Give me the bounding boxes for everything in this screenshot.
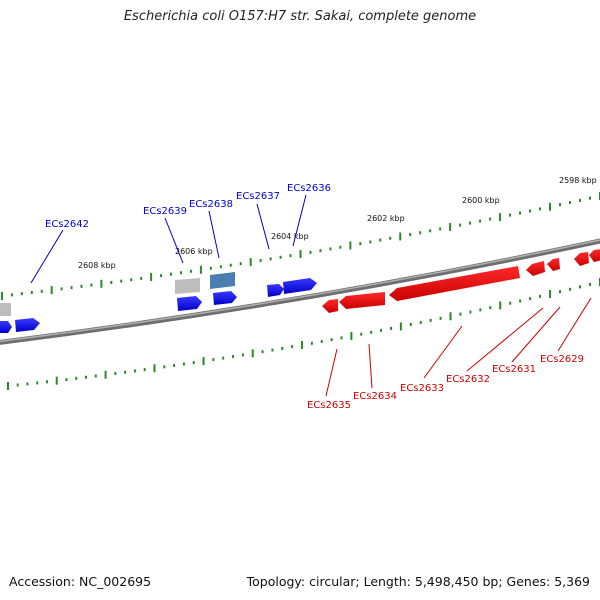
genome-backbone (0, 238, 600, 345)
gene-label-ECs2632[interactable]: ECs2632 (446, 374, 490, 385)
genome-backbone-highlight (0, 239, 600, 343)
gene-ECs2638[interactable] (213, 291, 237, 305)
leader-line (423, 325, 463, 379)
leader-line (557, 297, 592, 352)
leader-line (164, 217, 184, 264)
leader-line (466, 307, 544, 372)
accession-text: Accession: NC_002695 (9, 574, 152, 589)
leader-line (368, 343, 373, 389)
gene-label-ECs2635[interactable]: ECs2635 (307, 400, 351, 411)
upper-ruler (1, 192, 600, 300)
gene-label-ECs2638[interactable]: ECs2638 (189, 199, 233, 210)
gene-label-ECs2637[interactable]: ECs2637 (236, 191, 280, 202)
gene-grey-left[interactable] (0, 303, 11, 316)
gene-forward-block[interactable] (0, 321, 12, 333)
gene-steel-ECs2638-region[interactable] (210, 272, 235, 289)
gene-ECs2633-2632[interactable] (389, 266, 520, 301)
kbp-label-2602: 2602 kbp (367, 214, 405, 223)
genome-title: Escherichia coli O157:H7 str. Sakai, com… (123, 9, 477, 24)
reverse-labels: ECs2635 ECs2634 ECs2633 ECs2632 ECs2631 … (307, 297, 592, 411)
other-genes (0, 272, 235, 316)
gene-label-ECs2633[interactable]: ECs2633 (400, 383, 444, 394)
gene-ECs2637[interactable] (267, 284, 284, 297)
kbp-label-2598: 2598 kbp (559, 176, 597, 185)
reverse-genes (322, 249, 600, 313)
gene-label-ECs2636[interactable]: ECs2636 (287, 183, 331, 194)
gene-label-ECs2642[interactable]: ECs2642 (45, 219, 89, 230)
leader-line (30, 229, 64, 284)
gene-ECs2636[interactable] (283, 278, 317, 294)
kbp-label-2604: 2604 kbp (271, 232, 309, 241)
leader-line (208, 210, 220, 259)
forward-labels: ECs2642 ECs2639 ECs2638 ECs2637 ECs2636 (30, 183, 331, 284)
gene-ECs2634[interactable] (339, 292, 385, 309)
leader-line (256, 203, 270, 250)
kbp-label-2600: 2600 kbp (462, 196, 500, 205)
topology-text: Topology: circular; Length: 5,498,450 bp… (246, 574, 590, 589)
leader-line (511, 306, 561, 363)
lower-ruler (7, 278, 600, 390)
leader-line (292, 194, 307, 247)
gene-forward-block[interactable] (15, 318, 40, 332)
gene-ECs2629b[interactable] (589, 249, 600, 262)
gene-label-ECs2631[interactable]: ECs2631 (492, 364, 536, 375)
gene-ECs2635[interactable] (322, 299, 338, 313)
kbp-label-2608: 2608 kbp (78, 261, 116, 270)
leader-line (325, 348, 338, 397)
forward-genes (0, 278, 317, 333)
gene-grey-ECs2639-region[interactable] (175, 278, 200, 294)
gene-ECs2629[interactable] (574, 252, 589, 266)
gene-label-ECs2634[interactable]: ECs2634 (353, 391, 397, 402)
gene-label-ECs2639[interactable]: ECs2639 (143, 206, 187, 217)
gene-label-ECs2629[interactable]: ECs2629 (540, 354, 584, 365)
gene-ECs2631b[interactable] (547, 258, 560, 271)
gene-ECs2639[interactable] (177, 296, 202, 311)
kbp-label-2606: 2606 kbp (175, 247, 213, 256)
gene-ECs2631[interactable] (526, 261, 545, 276)
